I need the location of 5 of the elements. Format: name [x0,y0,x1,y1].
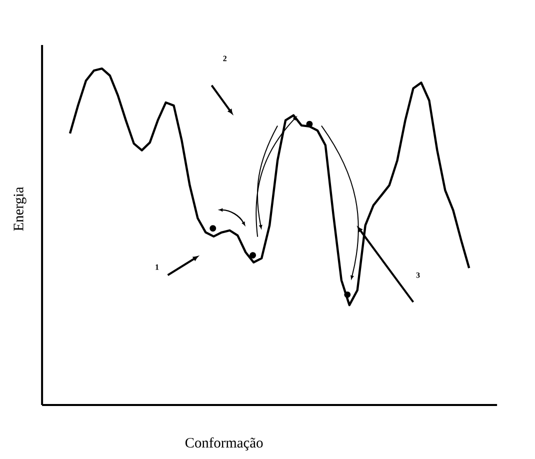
y-axis-title: Energia [14,186,26,231]
annotation: 1 [156,264,159,270]
x-axis-title: Conformação [185,437,263,451]
text: 2 [223,56,227,62]
annotation: 3 [416,272,420,278]
